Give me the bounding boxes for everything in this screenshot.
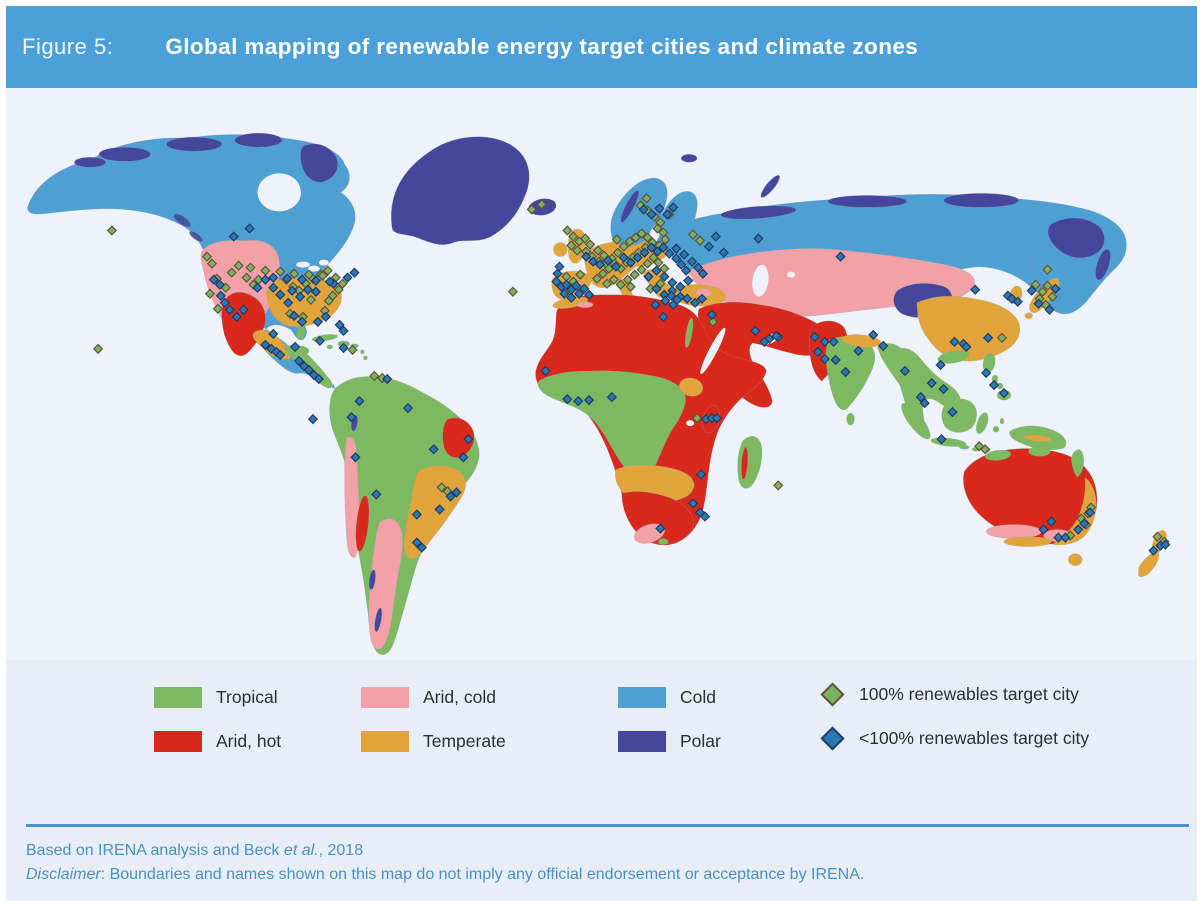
figure-header-bar: Figure 5: Global mapping of renewable en… [6,6,1197,88]
legend-item-tropical: Tropical [154,687,278,708]
disclaimer-note: Disclaimer: Boundaries and names shown o… [26,866,864,884]
arid-cold-label: Arid, cold [423,687,496,707]
tropical-swatch [154,687,202,708]
figure-body: Figure 5: Global mapping of renewable en… [6,6,1197,901]
source-note: Based on IRENA analysis and Beck et al.,… [26,842,363,860]
partial-target-label: <100% renewables target city [859,728,1090,748]
legend-item-100pct-city: 100% renewables target city [818,682,1079,707]
footer-divider [26,824,1189,827]
disclaimer-text: : Boundaries and names shown on this map… [100,866,865,883]
temperate-label: Temperate [423,731,506,751]
legend-item-temperate: Temperate [361,731,506,752]
arid-hot-label: Arid, hot [216,731,282,751]
legend-item-cold: Cold [618,687,716,708]
figure-title: Global mapping of renewable energy targe… [165,34,919,59]
tropical-label: Tropical [216,687,278,707]
world-map-container [6,88,1197,660]
landmasses [27,132,1167,655]
source-suffix: , 2018 [318,842,364,859]
world-map [6,88,1197,660]
legend-item-arid-hot: Arid, hot [154,731,281,752]
legend-item-polar: Polar [618,731,721,752]
arid-hot-swatch [154,731,202,752]
polar-label: Polar [680,731,721,751]
source-prefix: Based on IRENA analysis and Beck [26,842,284,859]
green-diamond-icon [820,682,845,707]
full-target-label: 100% renewables target city [859,684,1079,704]
blue-diamond-icon [820,726,845,751]
figure-number: Figure 5: [22,34,114,59]
source-etal: et al. [283,842,319,859]
cold-swatch [618,687,666,708]
disclaimer-word: Disclaimer [26,866,101,883]
polar-swatch [618,731,666,752]
cold-label: Cold [680,687,716,707]
arid-cold-swatch [361,687,409,708]
city-markers [92,193,1171,556]
temperate-swatch [361,731,409,752]
legend-item-lt100pct-city: <100% renewables target city [818,726,1090,751]
legend-item-arid-cold: Arid, cold [361,687,496,708]
